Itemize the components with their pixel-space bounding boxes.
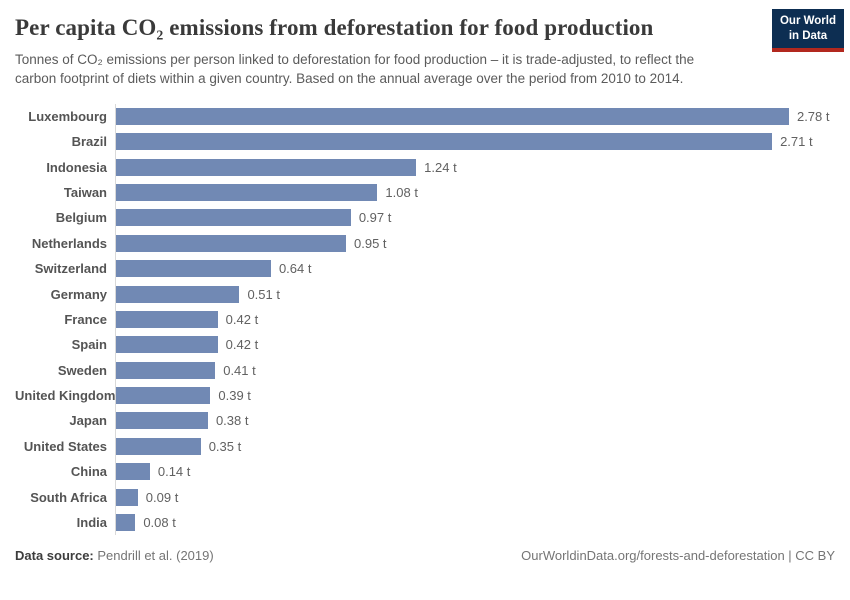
bar	[116, 285, 240, 303]
country-label: France	[64, 311, 107, 327]
bar-track: 0.38 t	[115, 408, 835, 434]
bar-row: Belgium 0.97 t	[15, 205, 835, 231]
footer: Data source: Pendrill et al. (2019) OurW…	[15, 548, 835, 563]
country-label: Luxembourg	[28, 108, 107, 124]
country-label: Sweden	[57, 362, 107, 378]
bar-row: Japan 0.38 t	[15, 408, 835, 434]
footer-link[interactable]: OurWorldinData.org/forests-and-deforesta…	[521, 548, 835, 564]
bar-value-label: 0.08 t	[143, 515, 176, 531]
country-label: Switzerland	[34, 261, 107, 277]
bar-track: 1.24 t	[115, 154, 835, 180]
bar	[116, 234, 346, 252]
bar-chart: Luxembourg 2.78 t Brazil 2.71 t Indonesi…	[15, 103, 835, 536]
bar-value-label: 0.64 t	[278, 261, 312, 277]
chart-title: Per capita CO₂ emissions from deforestat…	[15, 15, 654, 40]
country-label: Brazil	[71, 134, 107, 150]
bar-row: Spain 0.42 t	[15, 332, 835, 358]
country-label: India	[76, 515, 107, 531]
bar-track: 0.97 t	[115, 205, 835, 231]
bar-row: United Kingdom 0.39 t	[15, 382, 835, 409]
bar-value-label: 0.95 t	[354, 235, 387, 251]
country-label: China	[70, 464, 107, 480]
owid-logo-line2: in Data	[788, 29, 828, 42]
bar-track: 0.64 t	[115, 255, 835, 282]
bar-track: 0.39 t	[115, 382, 835, 409]
bar	[116, 387, 211, 405]
bar-value-label: 0.41 t	[223, 362, 256, 378]
chart-subtitle: Tonnes of CO₂ emissions per person linke…	[15, 52, 695, 87]
country-label: Spain	[71, 337, 107, 353]
bar-value-label: 0.39 t	[218, 388, 251, 404]
bar-track: 0.14 t	[115, 459, 835, 485]
owid-logo-line1: Our World	[779, 15, 836, 27]
data-source: Data source: Pendrill et al. (2019)	[15, 548, 214, 563]
bar-track: 0.42 t	[115, 332, 835, 358]
bar-track: 0.08 t	[115, 509, 835, 536]
bar-row: United States 0.35 t	[15, 433, 835, 460]
bar	[116, 361, 216, 379]
bar-track: 0.42 t	[115, 306, 835, 333]
bar	[116, 488, 138, 506]
bar	[116, 107, 789, 125]
country-label: United Kingdom	[15, 388, 116, 404]
bar-value-label: 0.35 t	[208, 438, 242, 454]
country-label: Belgium	[55, 210, 107, 226]
bar-track: 0.95 t	[115, 230, 835, 256]
bar-row: Taiwan 1.08 t	[15, 179, 835, 206]
bar	[116, 260, 271, 278]
country-label: Germany	[50, 286, 107, 302]
bar-track: 0.35 t	[115, 433, 835, 460]
bar-rows: Luxembourg 2.78 t Brazil 2.71 t Indonesi…	[15, 103, 835, 536]
bar-track: 0.51 t	[115, 281, 835, 307]
data-source-label: Data source:	[15, 548, 94, 564]
bar-track: 2.71 t	[115, 128, 835, 155]
owid-logo[interactable]: Our World in Data	[771, 9, 844, 52]
country-label: Indonesia	[46, 159, 107, 175]
bar-row: China 0.14 t	[15, 459, 835, 485]
bar-row: Indonesia 1.24 t	[15, 154, 835, 180]
country-label: South Africa	[30, 489, 107, 505]
bar-value-label: 0.42 t	[225, 311, 259, 327]
bar	[116, 437, 201, 455]
bar-value-label: 0.42 t	[225, 337, 259, 353]
bar	[116, 336, 218, 354]
bar	[116, 310, 218, 328]
bar-row: Netherlands 0.95 t	[15, 230, 835, 256]
country-label: United States	[23, 438, 107, 454]
bar-value-label: 2.71 t	[780, 134, 813, 150]
data-source-value: Pendrill et al. (2019)	[93, 548, 214, 564]
bar	[116, 514, 136, 532]
bar-track: 2.78 t	[115, 103, 835, 129]
bar-row: Sweden 0.41 t	[15, 357, 835, 383]
bar-row: Brazil 2.71 t	[15, 128, 835, 155]
bar	[116, 133, 773, 151]
country-label: Taiwan	[63, 184, 107, 200]
bar-value-label: 1.24 t	[424, 159, 457, 175]
bar-track: 0.09 t	[115, 484, 835, 510]
bar-track: 1.08 t	[115, 179, 835, 206]
bar-track: 0.41 t	[115, 357, 835, 383]
bar	[116, 412, 208, 430]
bar	[116, 158, 417, 176]
bar	[116, 209, 351, 227]
country-label: Japan	[69, 413, 107, 429]
bar-value-label: 0.14 t	[157, 464, 191, 480]
bar-row: France 0.42 t	[15, 306, 835, 333]
bar-value-label: 1.08 t	[385, 184, 418, 200]
bar	[116, 183, 378, 201]
bar-value-label: 0.97 t	[358, 210, 392, 226]
bar-row: Switzerland 0.64 t	[15, 255, 835, 282]
bar-value-label: 2.78 t	[796, 108, 830, 124]
bar-row: India 0.08 t	[15, 509, 835, 536]
bar-row: South Africa 0.09 t	[15, 484, 835, 510]
bar	[116, 463, 150, 481]
country-label: Netherlands	[31, 235, 107, 251]
bar-row: Germany 0.51 t	[15, 281, 835, 307]
bar-value-label: 0.09 t	[145, 489, 179, 505]
bar-value-label: 0.51 t	[247, 286, 280, 302]
bar-row: Luxembourg 2.78 t	[15, 103, 835, 129]
bar-value-label: 0.38 t	[215, 413, 249, 429]
